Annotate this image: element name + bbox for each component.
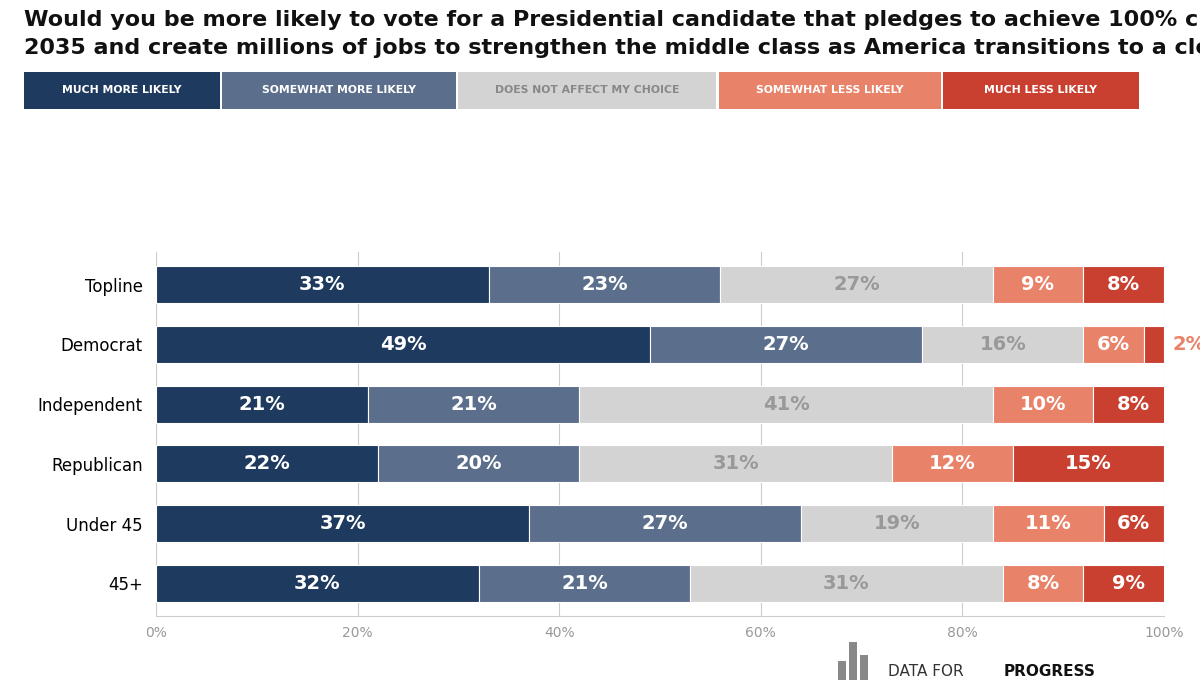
Text: 49%: 49%: [379, 335, 426, 354]
Bar: [922, 326, 1084, 363]
Bar: [992, 266, 1084, 303]
Bar: [1084, 565, 1174, 602]
Text: 6%: 6%: [1097, 335, 1130, 354]
Bar: [156, 505, 529, 542]
Text: 8%: 8%: [1108, 275, 1140, 294]
Bar: [580, 445, 892, 482]
Bar: [156, 266, 488, 303]
Text: 37%: 37%: [319, 514, 366, 533]
Text: 21%: 21%: [562, 574, 607, 593]
Bar: [892, 445, 1013, 482]
Text: 15%: 15%: [1066, 454, 1111, 473]
Bar: [479, 565, 690, 602]
Text: 16%: 16%: [979, 335, 1026, 354]
Text: 31%: 31%: [823, 574, 870, 593]
Text: 22%: 22%: [244, 454, 290, 473]
Bar: [802, 505, 992, 542]
Text: 31%: 31%: [713, 454, 758, 473]
Text: 41%: 41%: [763, 395, 809, 414]
Text: MUCH LESS LIKELY: MUCH LESS LIKELY: [984, 85, 1098, 95]
Bar: [367, 386, 580, 423]
Bar: [992, 386, 1093, 423]
Text: 2035 and create millions of jobs to strengthen the middle class as America trans: 2035 and create millions of jobs to stre…: [24, 38, 1200, 59]
Bar: [529, 505, 802, 542]
Text: DOES NOT AFFECT MY CHOICE: DOES NOT AFFECT MY CHOICE: [496, 85, 679, 95]
Text: 6%: 6%: [1117, 514, 1151, 533]
Text: 9%: 9%: [1112, 574, 1145, 593]
Bar: [580, 386, 992, 423]
Text: 27%: 27%: [833, 275, 880, 294]
Bar: [1093, 386, 1174, 423]
Text: 32%: 32%: [294, 574, 341, 593]
Bar: [488, 266, 720, 303]
Bar: [860, 654, 869, 680]
Bar: [690, 565, 1003, 602]
Text: 19%: 19%: [874, 514, 920, 533]
Text: 10%: 10%: [1020, 395, 1067, 414]
Text: 23%: 23%: [581, 275, 628, 294]
Text: 11%: 11%: [1025, 514, 1072, 533]
Bar: [1084, 266, 1164, 303]
Bar: [378, 445, 580, 482]
Text: SOMEWHAT LESS LIKELY: SOMEWHAT LESS LIKELY: [756, 85, 904, 95]
Bar: [156, 565, 479, 602]
Text: 12%: 12%: [929, 454, 976, 473]
Text: 21%: 21%: [239, 395, 286, 414]
Text: 21%: 21%: [450, 395, 497, 414]
Text: 8%: 8%: [1117, 395, 1151, 414]
Bar: [1003, 565, 1084, 602]
Bar: [156, 326, 650, 363]
Text: 8%: 8%: [1026, 574, 1060, 593]
Bar: [156, 386, 367, 423]
Text: DATA FOR: DATA FOR: [888, 664, 968, 679]
Text: 27%: 27%: [763, 335, 809, 354]
Bar: [992, 505, 1104, 542]
Bar: [1104, 505, 1164, 542]
Bar: [650, 326, 922, 363]
Bar: [720, 266, 992, 303]
Bar: [838, 661, 846, 680]
Bar: [1084, 326, 1144, 363]
Bar: [1013, 445, 1164, 482]
Text: MUCH MORE LIKELY: MUCH MORE LIKELY: [62, 85, 181, 95]
Text: 33%: 33%: [299, 275, 346, 294]
Text: SOMEWHAT MORE LIKELY: SOMEWHAT MORE LIKELY: [262, 85, 416, 95]
Text: PROGRESS: PROGRESS: [1003, 664, 1096, 679]
Bar: [156, 445, 378, 482]
Text: 27%: 27%: [642, 514, 689, 533]
Text: 9%: 9%: [1021, 275, 1055, 294]
Bar: [850, 642, 857, 680]
Bar: [1144, 326, 1164, 363]
Text: Would you be more likely to vote for a Presidential candidate that pledges to ac: Would you be more likely to vote for a P…: [24, 10, 1200, 31]
Text: 2%: 2%: [1172, 335, 1200, 354]
Text: 20%: 20%: [455, 454, 502, 473]
